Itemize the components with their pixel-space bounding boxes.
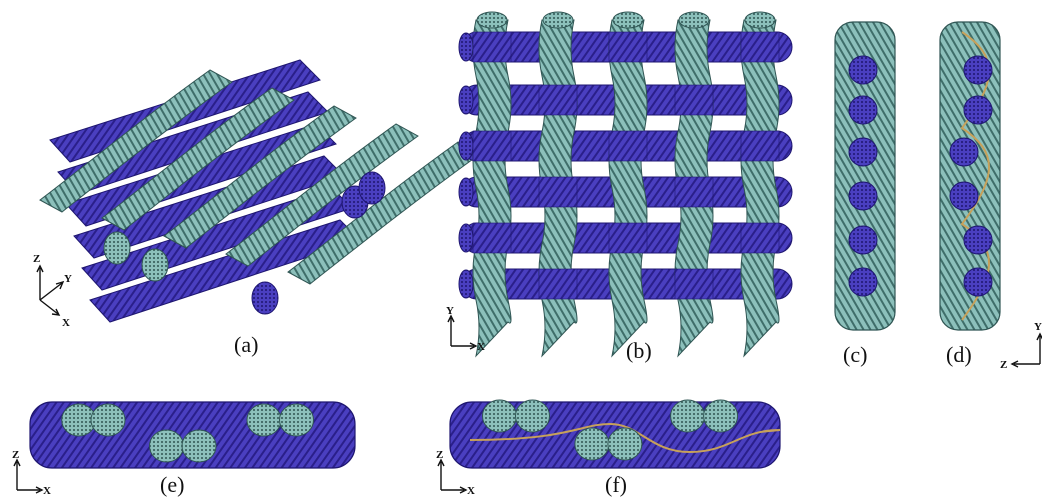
weft-crossover [538,268,578,300]
axis-a-z: Z [33,253,40,265]
warp-yarn [608,19,648,358]
warp-yarn [163,105,357,249]
weft-yarn-end [458,177,474,207]
warp-yarn-end [744,11,776,29]
weft-cross-section [848,137,878,167]
axes-f [437,458,468,494]
warp-cross-section [574,427,610,461]
panel-d-section-view [939,21,1001,331]
axis-e-z: Z [12,449,19,461]
weft-cross-section [848,225,878,255]
yarn-end-cap [251,281,279,315]
weft-cross-section [848,267,878,297]
warp-yarn-end [612,11,644,29]
panel-c-side-view [834,21,896,331]
axes-e [13,458,44,494]
axes-cd [1010,332,1042,368]
warp-yarn [101,87,295,231]
weft-cross-section [963,267,993,297]
weft-crossover [472,31,512,63]
axes-b [447,314,478,350]
weft-crossover [472,130,512,162]
weft-crossover [538,84,578,116]
warp-cross-section [670,399,706,433]
panel-f-section-view [449,399,781,469]
panel-label-f: (f) [605,472,627,497]
weft-cross-section [949,137,979,167]
weft-yarn-end [458,32,474,62]
axis-e-x: X [43,485,51,497]
weft-cross-section [963,95,993,125]
weft-crossover [674,268,714,300]
weft-crossover [674,84,714,116]
weft-yarn-end [458,131,474,161]
warp-cross-section [279,403,314,437]
axis-b-y: Y [446,305,454,317]
warp-yarn [39,69,233,213]
weft-crossover [538,176,578,208]
warp-cross-section [246,403,282,437]
weft-cross-section [848,181,878,211]
weft-crossover [740,31,780,63]
weft-yarn-end [458,223,474,253]
warp-cross-section [181,429,217,463]
weft-yarn-end [458,85,474,115]
warp-cross-section [515,399,550,433]
resin-line [469,422,781,454]
weft-cross-section [848,55,878,85]
weft-crossover [608,31,648,63]
yarn-end-cap [358,171,386,205]
panel-label-a: (a) [234,332,258,357]
warp-cross-section [703,399,739,433]
yarn-end-cap [103,231,131,265]
axis-f-x: X [467,485,475,497]
axis-b-x: X [477,341,485,353]
weft-cross-section [963,225,993,255]
warp-strip [834,21,896,331]
weft-crossover [472,222,512,254]
warp-cross-section [90,403,126,437]
panel-a-isometric-weave [39,59,481,323]
panel-label-c: (c) [843,342,867,367]
weft-cross-section [963,55,993,85]
warp-yarn-end [678,11,710,29]
panel-e-front-view [29,401,356,469]
axis-f-z: Z [436,449,443,461]
weft-crossover [608,222,648,254]
weft-crossover [740,130,780,162]
panel-label-e: (e) [160,472,184,497]
warp-cross-section [607,427,643,461]
warp-cross-section [482,399,517,433]
weft-crossover [740,222,780,254]
axis-cd-y: Y [1034,321,1042,333]
weft-crossover [608,130,648,162]
weft-crossover [674,176,714,208]
warp-yarn-end [476,11,508,29]
panel-label-d: (d) [946,342,972,367]
warp-yarn [225,123,419,267]
axis-a-x: X [62,317,70,329]
warp-cross-section [149,429,184,463]
warp-yarn [472,19,512,358]
panel-b-top-view [458,11,793,358]
weft-cross-section [848,95,878,125]
panel-label-b: (b) [626,338,652,363]
axes-a [36,264,65,316]
warp-yarn [740,19,780,358]
weft-cross-section [949,181,979,211]
axis-cd-z: Z [1000,359,1007,371]
warp-yarn-end [542,11,574,29]
axis-a-y: Y [64,273,72,285]
weft-yarn-end [458,269,474,299]
yarn-end-cap [141,248,169,282]
